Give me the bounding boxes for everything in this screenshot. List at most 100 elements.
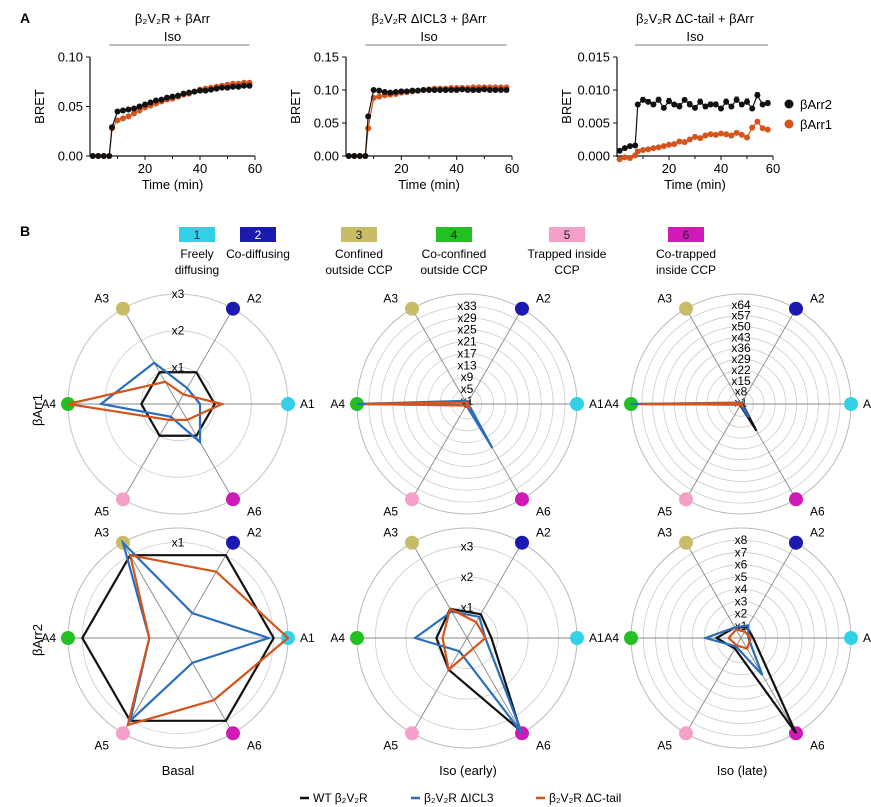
y-tick-label: 0.10 — [314, 83, 339, 98]
radar-spoke — [466, 308, 523, 405]
data-point-βArr2 — [655, 96, 662, 103]
y-tick-label: 0.15 — [314, 50, 339, 65]
data-point-βArr1 — [640, 147, 646, 154]
radar-ring-label: x17 — [457, 346, 477, 360]
y-axis-label: BRET — [288, 89, 303, 124]
radar-spoke — [740, 637, 797, 734]
data-point-βArr2 — [459, 86, 466, 93]
radar-axis-dot-A2 — [226, 301, 240, 316]
state-number: 3 — [356, 228, 363, 242]
data-point-βArr2 — [645, 98, 652, 105]
radar-spoke — [122, 308, 179, 405]
radar-axis-label: A5 — [383, 738, 398, 752]
data-point-βArr1 — [718, 130, 724, 137]
radar-ring-label: x2 — [461, 570, 474, 584]
radar-axis-label: A1 — [863, 397, 871, 411]
x-tick-label: 60 — [248, 161, 262, 176]
radar-ring-label: x1 — [172, 360, 185, 374]
state-3: 3 Confined outside CCP — [325, 227, 393, 277]
data-point-βArr1 — [697, 135, 704, 142]
panel-b-bottom-legend: WT β₂V₂R β₂V₂R ΔICL3 β₂V₂R ΔC-tail — [300, 791, 621, 805]
radar-axis-dot-A1 — [844, 631, 858, 645]
series-line-βArr1 — [619, 120, 768, 160]
state-label-line2: outside CCP — [420, 263, 487, 277]
radar-axis-label: A5 — [94, 504, 109, 518]
state-label-line2: CCP — [554, 263, 579, 277]
radar-1: x1 x2 x3 A1 A2 A3 A4 A5 A6 — [41, 287, 315, 518]
state-label-line1: Freely — [180, 247, 213, 261]
data-point-βArr2 — [224, 84, 231, 91]
legend-label-barr2: βArr2 — [800, 97, 832, 112]
radar-ring-label: x8 — [735, 533, 748, 547]
legend-label-icl3: β₂V₂R ΔICL3 — [424, 791, 494, 805]
data-point-βArr2 — [403, 88, 410, 95]
legend-marker-barr2 — [784, 99, 794, 109]
data-point-βArr1 — [764, 126, 771, 133]
radar-axis-dot-A4 — [61, 631, 75, 645]
data-point-βArr1 — [759, 125, 766, 132]
data-point-βArr2 — [616, 147, 623, 154]
data-point-βArr1 — [754, 118, 761, 125]
x-axis-label: Time (min) — [398, 177, 460, 192]
x-tick-label: 40 — [193, 161, 207, 176]
radar-ring-label: x2 — [735, 607, 748, 621]
state-color-box — [341, 227, 377, 242]
data-point-βArr1 — [645, 146, 652, 153]
radar-axis-label: A5 — [383, 504, 398, 518]
radar-axis-label: A3 — [657, 292, 672, 306]
radar-axis-label: A2 — [536, 292, 551, 306]
radar-axis-label: A4 — [41, 631, 56, 645]
iso-label: Iso — [420, 29, 437, 44]
legend-label-wt: WT β₂V₂R — [313, 791, 368, 805]
data-point-βArr2 — [712, 101, 719, 108]
data-point-βArr2 — [136, 103, 143, 110]
data-point-βArr2 — [749, 105, 756, 112]
radar-axis-label: A2 — [810, 526, 825, 540]
radar-ring-label: x3 — [461, 539, 474, 553]
legend-label-ctail: β₂V₂R ΔC-tail — [549, 791, 621, 805]
data-point-βArr2 — [89, 153, 96, 159]
state-label-line2: outside CCP — [325, 263, 392, 277]
state-label-line2: inside CCP — [656, 263, 716, 277]
data-point-βArr2 — [202, 87, 209, 94]
row-label-barr2: βArr2 — [30, 624, 45, 656]
data-point-βArr2 — [503, 87, 510, 93]
radar-axis-dot-A3 — [405, 535, 419, 550]
radar-axis-label: A1 — [589, 397, 604, 411]
state-number: 6 — [683, 228, 690, 242]
radar-axis-label: A3 — [94, 292, 109, 306]
radar-ring-label: x33 — [457, 299, 477, 313]
data-point-βArr2 — [634, 101, 641, 108]
data-point-βArr2 — [660, 104, 667, 111]
radar-series-0 — [81, 554, 275, 722]
data-point-βArr1 — [676, 138, 683, 145]
line-plot-2: β₂V₂R ΔICL3 + βArr Iso 0.00 0.05 0.10 0.15 20 4… — [288, 11, 519, 192]
data-point-βArr1 — [666, 141, 672, 148]
col-label-iso-late: Iso (late) — [717, 763, 768, 778]
data-point-βArr2 — [426, 87, 432, 93]
radar-axis-dot-A3 — [679, 301, 693, 316]
radar-axis-label: A6 — [247, 738, 262, 752]
data-point-βArr2 — [362, 153, 369, 159]
data-point-βArr2 — [246, 82, 253, 89]
data-point-βArr2 — [409, 87, 416, 94]
radar-axis-dot-A3 — [405, 301, 419, 316]
radar-6: x1x2x3x4x5x6x7x8A1A2A3A4A5A6 — [604, 526, 871, 753]
data-point-βArr2 — [442, 87, 449, 93]
data-point-βArr2 — [492, 87, 499, 93]
radar-axis-label: A6 — [536, 504, 551, 518]
radar-series-1 — [701, 624, 764, 676]
state-6: 6 Co-trapped inside CCP — [656, 227, 716, 277]
radar-axis-dot-A5 — [405, 492, 419, 507]
radar-axis-label: A3 — [657, 526, 672, 540]
data-point-βArr2 — [627, 143, 633, 150]
y-tick-label: 0.005 — [577, 116, 610, 131]
data-point-βArr2 — [718, 105, 724, 112]
data-point-βArr2 — [180, 90, 187, 97]
col-label-basal: Basal — [162, 763, 195, 778]
data-point-βArr2 — [497, 87, 504, 93]
radar-spoke — [685, 542, 742, 639]
line-plot-1: β₂V₂R + βArr Iso 0.00 0.05 0.10 20 40 60 Time (m… — [32, 11, 262, 192]
radar-axis-label: A6 — [247, 504, 262, 518]
radar-ring-label: x2 — [172, 324, 185, 338]
